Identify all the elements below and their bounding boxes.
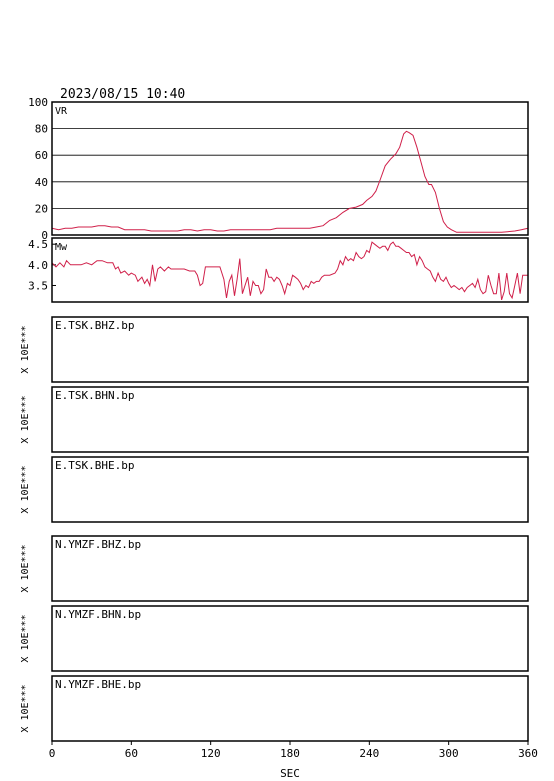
vr-tick-label: 80 [35, 123, 48, 136]
x-tick-label: 180 [280, 747, 300, 760]
trace-panel: N.YMZF.BHE.bp X 10E*** [20, 675, 529, 742]
x-tick-label: 0 [49, 747, 56, 760]
vr-tick-label: 40 [35, 176, 48, 189]
vr-series-line [51, 130, 529, 233]
vr-panel-frame [51, 101, 529, 236]
trace-station-label: N.YMZF.BHZ.bp [55, 538, 141, 551]
trace-station-label: N.YMZF.BHE.bp [55, 678, 141, 691]
x-axis-label: SEC [280, 767, 300, 780]
x-tick-label: 300 [439, 747, 459, 760]
trace-panel-frame [51, 316, 529, 383]
mw-y-axis: 3.5 4.0 4.5 [28, 238, 56, 292]
trace-panel-frame [51, 605, 529, 672]
trace-panel: E.TSK.BHZ.bp X 10E*** [20, 316, 529, 383]
x-tick-label: 120 [201, 747, 221, 760]
vr-panel-label: VR [55, 106, 68, 117]
trace-scale-label: X 10E*** [20, 684, 31, 732]
trace-scale-label: X 10E*** [20, 544, 31, 592]
x-axis: 0 60 120 180 240 300 360 [49, 741, 538, 760]
mw-tick-label: 4.5 [28, 238, 48, 251]
trace-panel-frame [51, 456, 529, 523]
x-tick-label: 240 [359, 747, 379, 760]
vr-tick-label: 100 [28, 96, 48, 109]
trace-scale-label: X 10E*** [20, 465, 31, 513]
trace-panel-frame [51, 535, 529, 602]
trace-station-label: E.TSK.BHE.bp [55, 459, 134, 472]
trace-panel: E.TSK.BHE.bp X 10E*** [20, 456, 529, 523]
trace-panels: E.TSK.BHZ.bp X 10E*** E.TSK.BHN.bp X 10E***… [20, 316, 529, 742]
vr-tick-label: 0 [41, 229, 48, 242]
trace-station-label: E.TSK.BHZ.bp [55, 319, 134, 332]
header-datetime: 2023/08/15 10:40 [60, 87, 185, 102]
mw-panel: Mw 3.5 4.0 4.5 [28, 237, 529, 303]
trace-panel: N.YMZF.BHZ.bp X 10E*** [20, 535, 529, 602]
mw-tick-label: 3.5 [28, 279, 48, 292]
mw-tick-label: 4.0 [28, 259, 48, 272]
mw-series-line [51, 241, 528, 301]
mw-panel-frame [51, 237, 529, 303]
trace-scale-label: X 10E*** [20, 325, 31, 373]
trace-station-label: E.TSK.BHN.bp [55, 389, 134, 402]
trace-scale-label: X 10E*** [20, 614, 31, 662]
trace-station-label: N.YMZF.BHN.bp [55, 608, 141, 621]
vr-y-axis: 0 20 40 60 80 100 [28, 96, 48, 242]
trace-panel: E.TSK.BHN.bp X 10E*** [20, 386, 529, 453]
x-tick-label: 60 [125, 747, 138, 760]
mw-panel-label: Mw [55, 242, 68, 253]
vr-tick-label: 20 [35, 202, 48, 215]
vr-tick-label: 60 [35, 149, 48, 162]
vr-panel: VR 0 20 40 60 80 100 [28, 96, 529, 242]
trace-scale-label: X 10E*** [20, 395, 31, 443]
trace-panel: N.YMZF.BHN.bp X 10E*** [20, 605, 529, 672]
x-tick-label: 360 [518, 747, 538, 760]
vr-grid [52, 128, 528, 209]
trace-panel-frame [51, 386, 529, 453]
